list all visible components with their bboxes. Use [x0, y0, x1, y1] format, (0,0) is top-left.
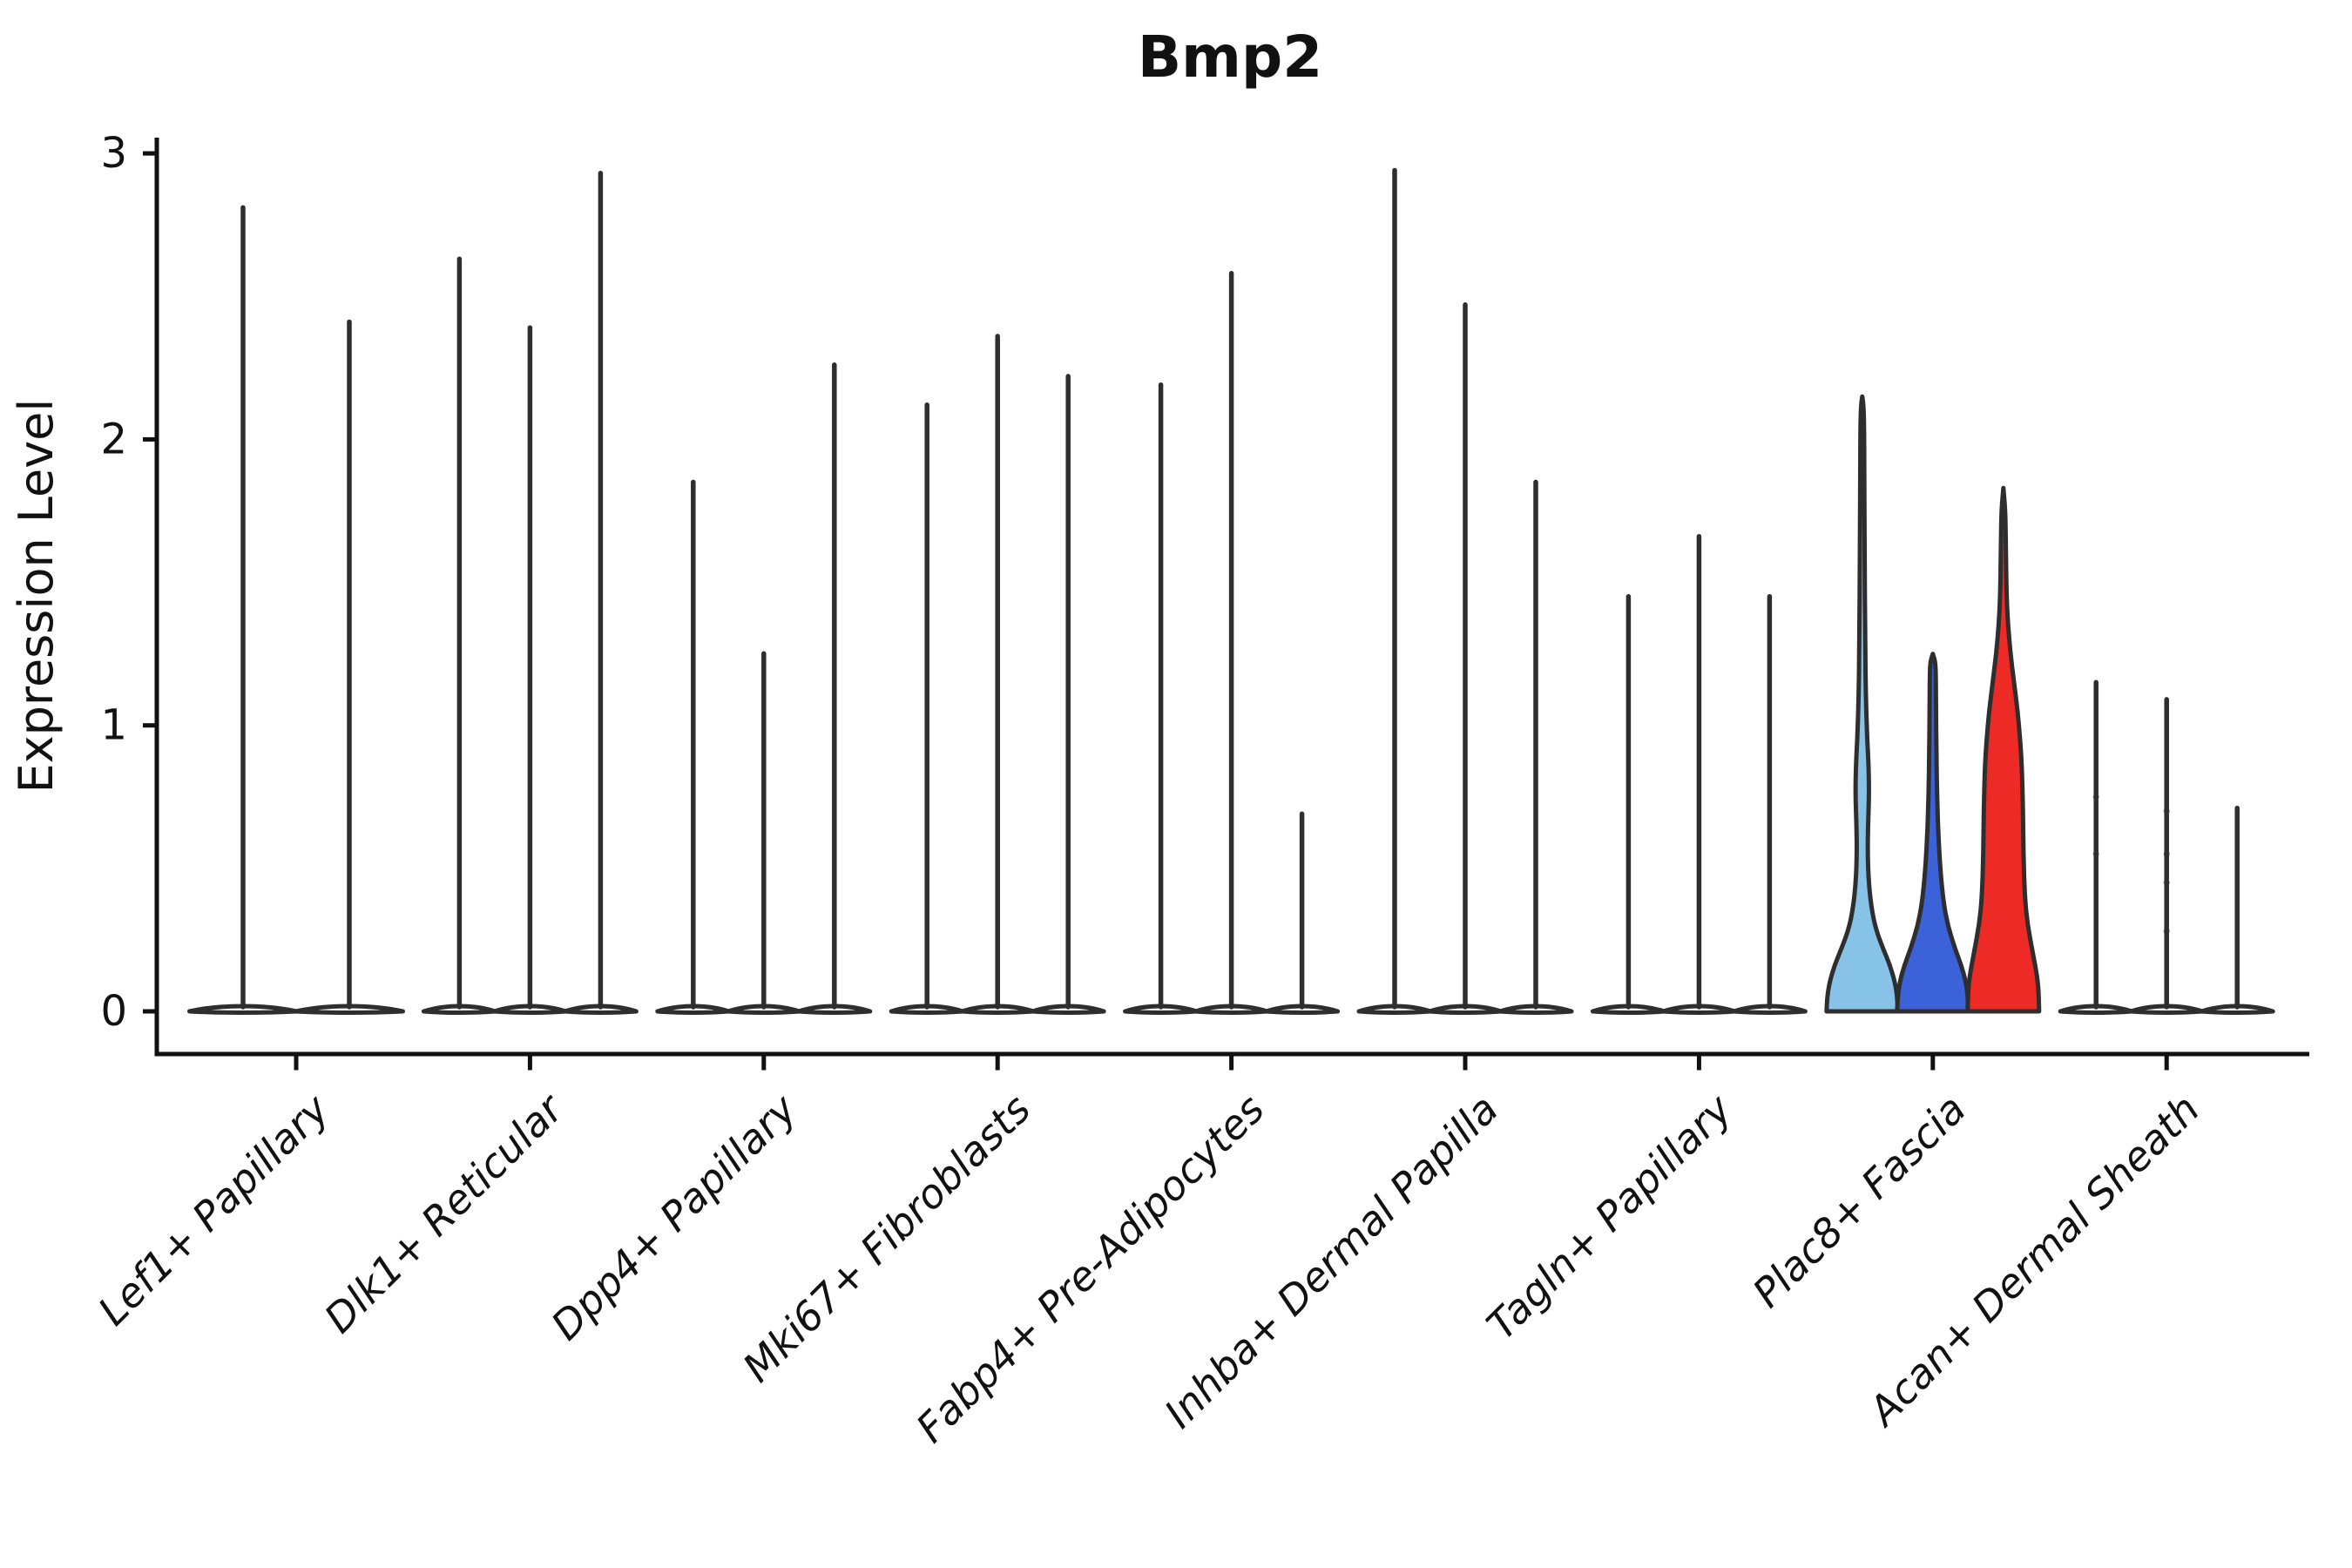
x-tick-label: Dpp4+ Papillary — [542, 1085, 806, 1348]
cell-dot-9-1 — [2092, 794, 2099, 801]
axes-layer — [143, 138, 2309, 1071]
chart-title: Bmp2 — [1138, 24, 1322, 91]
x-tick-label: Plac8+ Fascia — [1744, 1085, 1975, 1316]
violins-layer — [187, 167, 2275, 1015]
cell-dot-9-2 — [2163, 808, 2170, 814]
cell-dot-9-2 — [2163, 928, 2170, 935]
y-tick-label: 1 — [100, 701, 127, 750]
x-tick-label: Dlk1+ Reticular — [315, 1084, 574, 1342]
violin-8-2 — [1895, 652, 1971, 1014]
cell-dot-9-1 — [2092, 850, 2099, 857]
y-tick-label: 3 — [100, 129, 127, 178]
y-axis-label: Expression Level — [9, 399, 64, 794]
y-tick-label: 2 — [100, 415, 127, 463]
x-tick-label: Tagln+ Papillary — [1477, 1085, 1741, 1348]
cell-dot-9-2 — [2163, 879, 2170, 886]
x-tick-label: Lef1+ Papillary — [89, 1085, 338, 1334]
violin-8-3 — [1965, 485, 2042, 1014]
violin-8-1 — [1824, 394, 1901, 1014]
y-tick-label: 0 — [100, 987, 127, 1036]
cell-dot-9-2 — [2163, 850, 2170, 857]
